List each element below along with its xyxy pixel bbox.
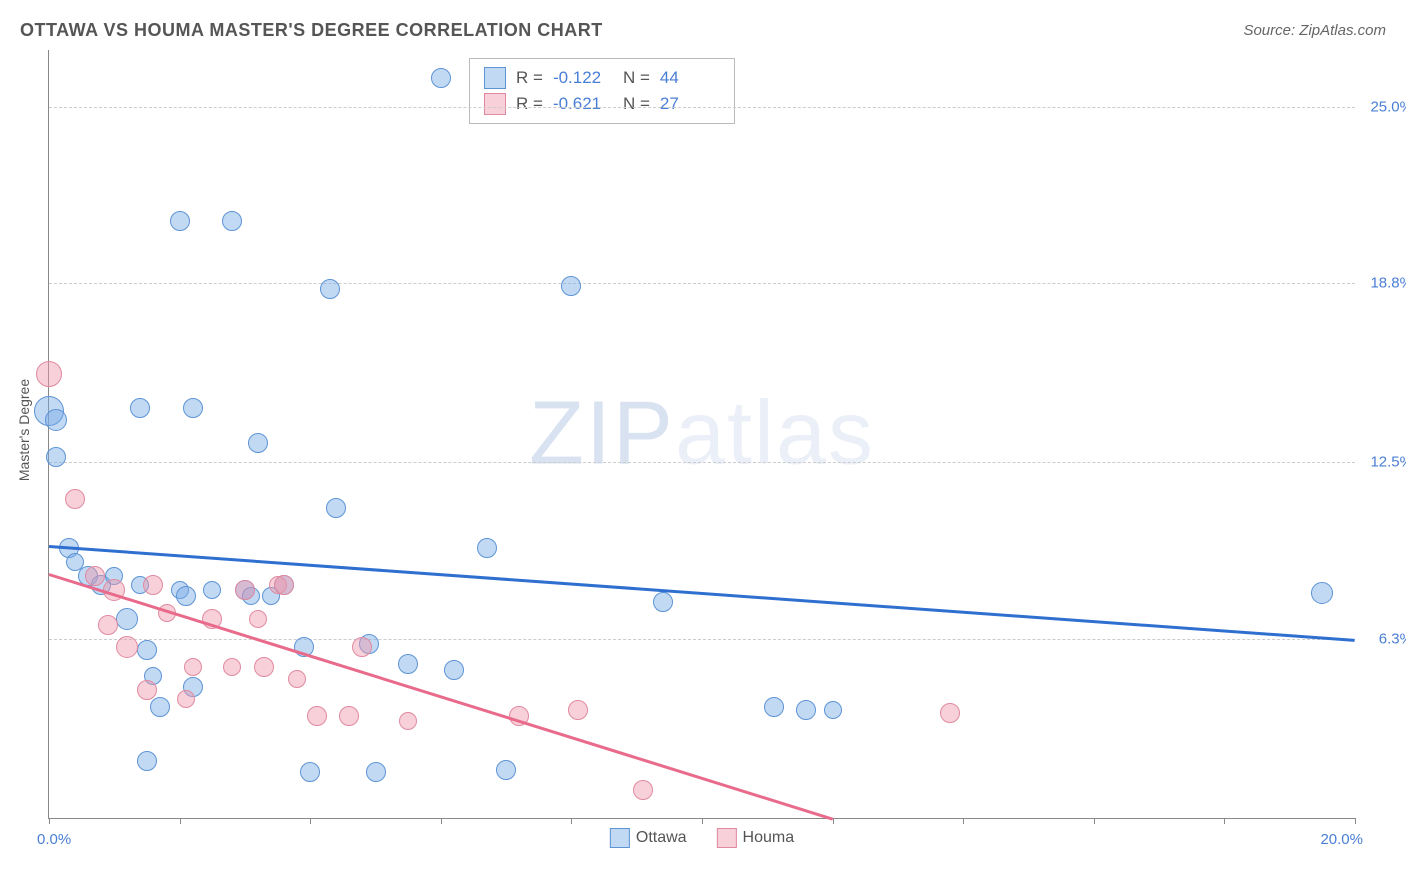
legend-swatch: [717, 828, 737, 848]
data-point: [653, 592, 673, 612]
series-legend-item: Houma: [717, 828, 795, 848]
data-point: [177, 690, 195, 708]
data-point: [339, 706, 359, 726]
legend-swatch: [610, 828, 630, 848]
data-point: [137, 680, 157, 700]
data-point: [183, 398, 203, 418]
data-point: [150, 697, 170, 717]
gridline: [49, 283, 1355, 284]
series-legend-item: Ottawa: [610, 828, 687, 848]
data-point: [288, 670, 306, 688]
data-point: [137, 640, 157, 660]
data-point: [203, 581, 221, 599]
data-point: [235, 580, 255, 600]
x-tick: [49, 818, 50, 824]
data-point: [431, 68, 451, 88]
data-point: [130, 398, 150, 418]
data-point: [254, 657, 274, 677]
plot-area: ZIPatlas R =-0.122N =44R =-0.621N =27 0.…: [48, 50, 1355, 819]
data-point: [1311, 582, 1333, 604]
source-label: Source: ZipAtlas.com: [1243, 22, 1386, 39]
legend-row: R = -0.122 N = 44: [484, 65, 720, 91]
data-point: [300, 762, 320, 782]
legend-r-value: -0.122: [553, 68, 613, 88]
data-point: [326, 498, 346, 518]
legend-r-label: R =: [516, 68, 543, 88]
legend-n-value: 27: [660, 94, 720, 114]
data-point: [249, 610, 267, 628]
legend-swatch: [484, 93, 506, 115]
data-point: [65, 489, 85, 509]
x-tick: [1094, 818, 1095, 824]
y-axis-title: Master's Degree: [16, 379, 32, 481]
x-axis-min-label: 0.0%: [37, 831, 71, 848]
x-tick: [1355, 818, 1356, 824]
legend-r-value: -0.621: [553, 94, 613, 114]
correlation-legend: R = -0.122 N = 44 R = -0.621 N = 27: [469, 58, 735, 124]
legend-n-value: 44: [660, 68, 720, 88]
y-tick-label: 12.5%: [1370, 454, 1406, 471]
x-tick: [571, 818, 572, 824]
data-point: [45, 409, 67, 431]
data-point: [137, 751, 157, 771]
data-point: [366, 762, 386, 782]
y-tick-label: 6.3%: [1379, 630, 1406, 647]
data-point: [824, 701, 842, 719]
legend-n-label: N =: [623, 68, 650, 88]
legend-swatch: [484, 67, 506, 89]
series-label: Ottawa: [636, 829, 687, 846]
x-tick: [1224, 818, 1225, 824]
legend-n-label: N =: [623, 94, 650, 114]
legend-r-label: R =: [516, 94, 543, 114]
gridline: [49, 639, 1355, 640]
data-point: [116, 636, 138, 658]
watermark: ZIPatlas: [529, 383, 875, 486]
data-point: [98, 615, 118, 635]
legend-row: R = -0.621 N = 27: [484, 91, 720, 117]
data-point: [222, 211, 242, 231]
data-point: [143, 575, 163, 595]
data-point: [36, 361, 62, 387]
data-point: [248, 433, 268, 453]
data-point: [116, 608, 138, 630]
data-point: [764, 697, 784, 717]
y-tick-label: 25.0%: [1370, 98, 1406, 115]
data-point: [85, 566, 105, 586]
data-point: [176, 586, 196, 606]
x-tick: [180, 818, 181, 824]
data-point: [398, 654, 418, 674]
data-point: [561, 276, 581, 296]
data-point: [796, 700, 816, 720]
series-label: Houma: [743, 829, 795, 846]
data-point: [223, 658, 241, 676]
data-point: [496, 760, 516, 780]
chart-title: OTTAWA VS HOUMA MASTER'S DEGREE CORRELAT…: [20, 20, 603, 41]
series-legend: Ottawa Houma: [610, 828, 794, 848]
watermark-atlas: atlas: [675, 384, 875, 484]
data-point: [184, 658, 202, 676]
watermark-zip: ZIP: [529, 384, 675, 484]
data-point: [307, 706, 327, 726]
data-point: [46, 447, 66, 467]
data-point: [320, 279, 340, 299]
data-point: [444, 660, 464, 680]
x-tick: [833, 818, 834, 824]
x-tick: [310, 818, 311, 824]
data-point: [568, 700, 588, 720]
gridline: [49, 462, 1355, 463]
data-point: [399, 712, 417, 730]
gridline: [49, 107, 1355, 108]
x-tick: [441, 818, 442, 824]
x-tick: [702, 818, 703, 824]
y-tick-label: 18.8%: [1370, 275, 1406, 292]
x-tick: [963, 818, 964, 824]
data-point: [477, 538, 497, 558]
data-point: [633, 780, 653, 800]
x-axis-max-label: 20.0%: [1320, 831, 1363, 848]
data-point: [940, 703, 960, 723]
data-point: [352, 637, 372, 657]
data-point: [170, 211, 190, 231]
trend-line: [49, 573, 833, 820]
data-point: [274, 575, 294, 595]
